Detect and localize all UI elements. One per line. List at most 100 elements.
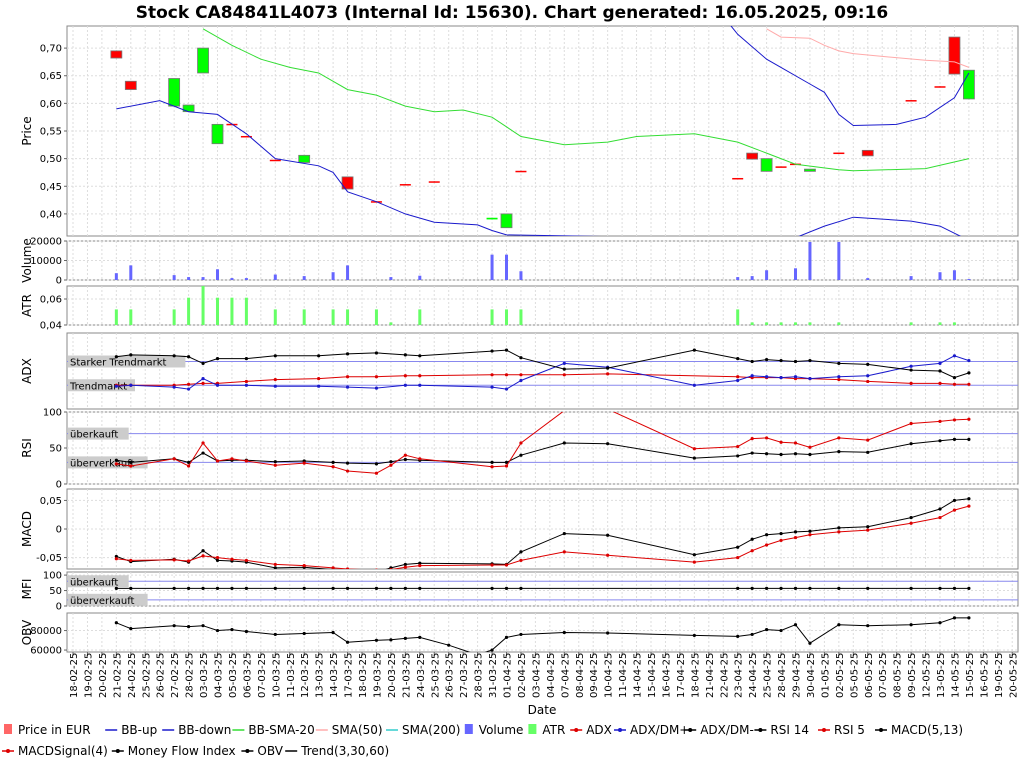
data-point <box>114 384 118 388</box>
bar <box>794 322 797 325</box>
y-tick-label: 0 <box>56 602 62 613</box>
data-point <box>331 586 335 590</box>
legend-item: OBV <box>241 744 284 758</box>
y-axis-label-volume: Volume <box>20 238 34 283</box>
legend-item: SMA(200) <box>386 723 460 737</box>
candle-up <box>211 123 224 145</box>
x-tick-label: 27-03-25 <box>459 653 470 698</box>
data-point <box>938 515 942 520</box>
x-tick-label: 16-04-25 <box>661 653 672 698</box>
data-point <box>808 445 812 449</box>
data-point <box>302 631 306 636</box>
data-point <box>938 361 942 365</box>
data-point <box>793 359 798 364</box>
data-point <box>837 623 841 627</box>
bar <box>765 322 769 325</box>
data-point <box>952 586 957 590</box>
data-point <box>952 508 957 512</box>
data-point <box>952 354 957 358</box>
data-point <box>244 379 248 384</box>
bar <box>808 241 812 280</box>
zone-label: Starker Trendmarkt <box>70 358 167 369</box>
data-point <box>692 456 696 460</box>
bar <box>967 279 971 280</box>
data-point <box>187 559 191 563</box>
bar <box>129 265 133 280</box>
plot-area-adx <box>114 348 971 391</box>
legend-label: RSI 5 <box>834 723 865 737</box>
series-bb-up <box>116 100 962 236</box>
x-tick-label: 28-04-25 <box>777 653 788 698</box>
candle-up <box>197 47 209 74</box>
legend-item: Volume <box>464 723 523 737</box>
data-point <box>736 378 740 383</box>
data-point <box>187 355 191 359</box>
bar <box>519 309 523 325</box>
data-point <box>302 461 306 465</box>
data-point <box>273 377 277 382</box>
data-point <box>418 563 422 568</box>
data-point <box>129 460 133 464</box>
bar <box>244 297 248 325</box>
data-point <box>866 586 870 590</box>
candle-down <box>110 50 123 59</box>
data-point <box>447 643 451 647</box>
data-point <box>837 375 841 379</box>
data-point <box>765 358 769 362</box>
data-point <box>374 351 379 355</box>
data-point <box>374 375 379 379</box>
data-point <box>418 383 422 387</box>
data-point <box>317 354 321 358</box>
legend-swatch <box>464 724 473 734</box>
data-point <box>779 538 783 543</box>
data-point <box>201 586 205 590</box>
x-tick-label: 19-05-25 <box>994 653 1005 698</box>
data-point <box>129 586 133 590</box>
candle-up <box>486 217 498 220</box>
legend-marker <box>879 728 883 732</box>
data-point <box>230 586 234 590</box>
x-tick-label: 20-03-25 <box>387 653 398 698</box>
bar <box>519 271 523 280</box>
legend-label: BB-SMA-20 <box>248 723 314 737</box>
bar <box>837 241 841 280</box>
bar <box>302 276 306 280</box>
data-point <box>490 385 494 389</box>
data-point <box>519 453 523 457</box>
data-point <box>403 383 407 387</box>
bar <box>389 277 393 280</box>
panel-frame-adx <box>66 332 1019 410</box>
bar <box>346 309 350 325</box>
bar <box>736 277 740 280</box>
x-tick-label: 03-03-25 <box>199 653 210 698</box>
data-point <box>244 383 248 387</box>
x-tick-label: 25-03-25 <box>430 653 441 698</box>
zone-label-bg <box>68 355 186 368</box>
data-point <box>504 586 509 590</box>
legend-marker <box>574 728 579 732</box>
data-point <box>273 566 277 569</box>
panel-frame-atr <box>66 285 1019 326</box>
bar <box>938 272 942 280</box>
data-point <box>403 565 407 569</box>
bar <box>952 322 956 325</box>
data-point <box>519 550 523 554</box>
data-point <box>909 442 913 446</box>
data-point <box>129 464 133 468</box>
x-tick-label: 21-04-25 <box>705 653 716 698</box>
x-tick-label: 22-04-25 <box>719 653 730 698</box>
legend-label: BB-down <box>178 723 231 737</box>
data-point <box>909 586 913 590</box>
data-point <box>952 418 957 422</box>
data-point <box>808 377 812 381</box>
data-point <box>606 553 610 557</box>
x-tick-label: 06-03-25 <box>242 653 253 698</box>
candle-down <box>515 170 527 173</box>
panel-volume: 20000 10000 0 Volume <box>20 237 1019 287</box>
data-point <box>519 632 523 637</box>
series-macdsignal-4- <box>116 505 970 569</box>
data-point <box>967 504 971 508</box>
bar <box>216 269 219 280</box>
